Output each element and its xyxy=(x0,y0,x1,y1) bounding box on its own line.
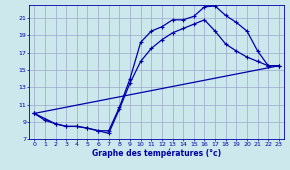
X-axis label: Graphe des températures (°c): Graphe des températures (°c) xyxy=(92,149,221,158)
